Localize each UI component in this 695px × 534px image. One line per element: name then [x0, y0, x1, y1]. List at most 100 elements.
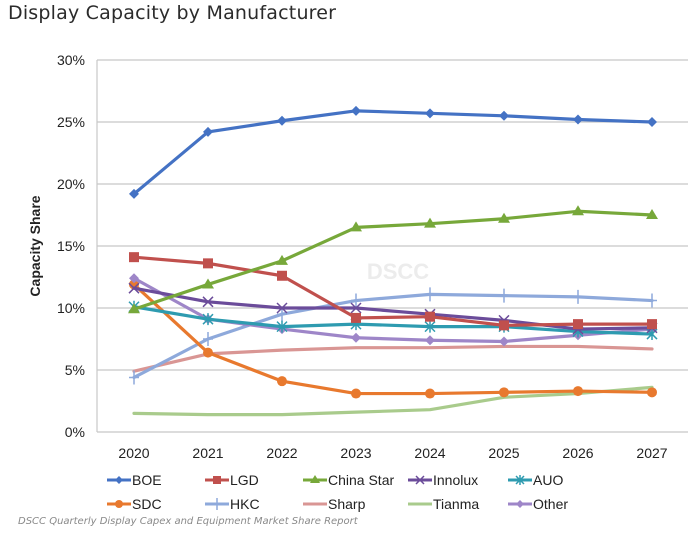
marker-diamond [425, 335, 435, 346]
marker-diamond [573, 114, 583, 125]
legend-item-auo: AUO [508, 472, 563, 488]
chart-title: Display Capacity by Manufacturer [8, 2, 337, 24]
marker-diamond [203, 126, 213, 137]
series-line [132, 385, 654, 417]
marker-x [415, 475, 425, 485]
legend-label: SDC [132, 496, 162, 512]
marker-circle [499, 387, 509, 398]
legend: BOE LGD China Star Innolux AUO SDC HKC Sharp Tia… [107, 472, 568, 512]
marker-plus [351, 293, 361, 308]
legend-label: BOE [132, 472, 162, 488]
marker-circle [573, 386, 583, 397]
marker-plus [499, 288, 509, 303]
legend-label: Innolux [433, 472, 478, 488]
marker-x [128, 282, 140, 294]
legend-label: AUO [533, 472, 563, 488]
series-tianma [132, 385, 654, 417]
x-axis-ticks: 2020 2021 2022 2023 2024 2025 2026 2027 [118, 445, 667, 461]
y-tick-label: 0% [65, 424, 85, 440]
marker-diamond [647, 117, 657, 127]
marker-square [277, 270, 287, 281]
legend-label: Sharp [328, 496, 366, 512]
marker-triangle [424, 217, 436, 228]
legend-item-sharp: Sharp [303, 496, 366, 512]
marker-asterisk [276, 320, 288, 333]
x-tick-label: 2025 [488, 445, 519, 461]
y-tick-label: 30% [57, 52, 85, 68]
y-tick-label: 5% [65, 362, 85, 378]
marker-diamond [129, 188, 139, 199]
series-line [132, 109, 654, 196]
marker-diamond [351, 332, 361, 343]
marker-asterisk [202, 313, 214, 326]
legend-item-innolux: Innolux [408, 472, 478, 488]
marker-plus [129, 370, 139, 385]
marker-circle [425, 388, 435, 399]
legend-item-other: Other [508, 496, 568, 512]
y-tick-label: 20% [57, 176, 85, 192]
marker-diamond [277, 115, 287, 126]
series-hkc [129, 287, 657, 385]
marker-diamond [499, 110, 509, 121]
legend-label: Other [533, 496, 568, 512]
marker-diamond [129, 273, 139, 284]
marker-plus [573, 289, 583, 304]
marker-square [425, 311, 435, 322]
marker-x [350, 302, 362, 314]
series-china-star [128, 205, 658, 314]
marker-plus [647, 293, 657, 308]
legend-item-lgd: LGD [205, 472, 259, 488]
marker-plus [213, 498, 221, 510]
legend-item-hkc: HKC [205, 496, 260, 512]
marker-plus [425, 287, 435, 302]
x-tick-label: 2024 [414, 445, 445, 461]
marker-diamond [499, 336, 509, 347]
source-note: DSCC Quarterly Display Capex and Equipme… [18, 516, 358, 527]
marker-triangle [498, 212, 510, 223]
legend-item-tianma: Tianma [408, 496, 479, 512]
legend-label: China Star [328, 472, 394, 488]
x-tick-label: 2026 [562, 445, 593, 461]
marker-triangle [310, 475, 320, 483]
marker-triangle [572, 205, 584, 216]
x-tick-label: 2021 [192, 445, 223, 461]
y-axis-ticks: 0% 5% 10% 15% 20% 25% 30% [57, 52, 85, 440]
marker-plus [203, 332, 213, 346]
series-line [132, 255, 654, 327]
marker-x [276, 302, 288, 314]
legend-item-sdc: SDC [107, 496, 162, 512]
marker-square [129, 252, 139, 263]
series-sdc [129, 279, 657, 399]
marker-triangle [202, 278, 214, 289]
y-tick-label: 10% [57, 300, 85, 316]
marker-circle [277, 376, 287, 387]
legend-label: HKC [230, 496, 260, 512]
marker-square [499, 320, 509, 331]
marker-triangle [646, 209, 658, 219]
legend-item-boe: BOE [107, 472, 162, 488]
marker-circle [203, 347, 213, 358]
marker-triangle [128, 303, 140, 314]
marker-square [573, 319, 583, 330]
marker-asterisk [515, 475, 525, 485]
marker-triangle [276, 254, 288, 265]
x-tick-label: 2020 [118, 445, 149, 461]
series-line [132, 344, 654, 373]
marker-diamond [351, 105, 361, 116]
series-lines [128, 105, 658, 417]
series-line [132, 209, 654, 311]
marker-circle [351, 388, 361, 399]
marker-diamond [425, 108, 435, 119]
series-boe [129, 105, 657, 199]
marker-circle [129, 279, 139, 290]
marker-triangle [350, 221, 362, 232]
series-sharp [132, 344, 654, 373]
marker-asterisk [424, 320, 436, 333]
series-line [132, 282, 654, 396]
marker-square [213, 476, 221, 484]
y-axis-label: Capacity Share [27, 195, 43, 296]
series-line [132, 305, 654, 336]
x-tick-label: 2023 [340, 445, 371, 461]
gridlines [96, 59, 688, 433]
marker-diamond [115, 476, 123, 484]
